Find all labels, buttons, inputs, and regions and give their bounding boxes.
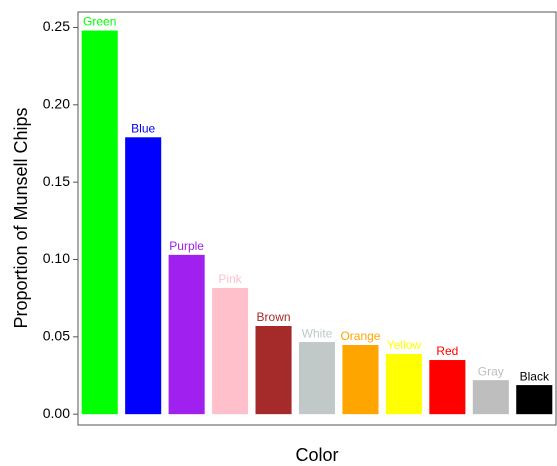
bar-label: Green — [83, 15, 116, 29]
y-tick-label: 0.05 — [43, 328, 70, 344]
y-tick-label: 0.10 — [43, 250, 70, 266]
bar-label: Gray — [478, 364, 504, 378]
bar — [125, 137, 162, 415]
bar-label: Blue — [131, 121, 155, 135]
bar-label: Brown — [257, 310, 291, 324]
x-axis-title: Color — [295, 445, 338, 465]
bar — [168, 254, 205, 415]
y-tick-label: 0.15 — [43, 173, 70, 189]
y-tick-label: 0.00 — [43, 405, 70, 421]
bar-label: Yellow — [387, 338, 422, 352]
bar-label: Purple — [169, 239, 204, 253]
bar-label: White — [302, 326, 333, 340]
bar-label: Red — [436, 344, 458, 358]
bar-label: Orange — [340, 329, 380, 343]
y-tick-label: 0.25 — [43, 18, 70, 34]
bar — [385, 354, 422, 415]
bar-label: Black — [520, 369, 550, 383]
bar — [212, 287, 249, 415]
bar — [255, 326, 292, 415]
bar-label: Pink — [218, 272, 242, 286]
bar — [472, 380, 509, 415]
y-tick-label: 0.20 — [43, 96, 70, 112]
bar — [429, 360, 466, 415]
plot-frame — [77, 11, 557, 426]
bar — [342, 345, 379, 415]
bar — [81, 30, 118, 415]
bar — [516, 385, 553, 415]
y-axis-title: Proportion of Munsell Chips — [11, 107, 31, 328]
bar — [298, 342, 336, 415]
